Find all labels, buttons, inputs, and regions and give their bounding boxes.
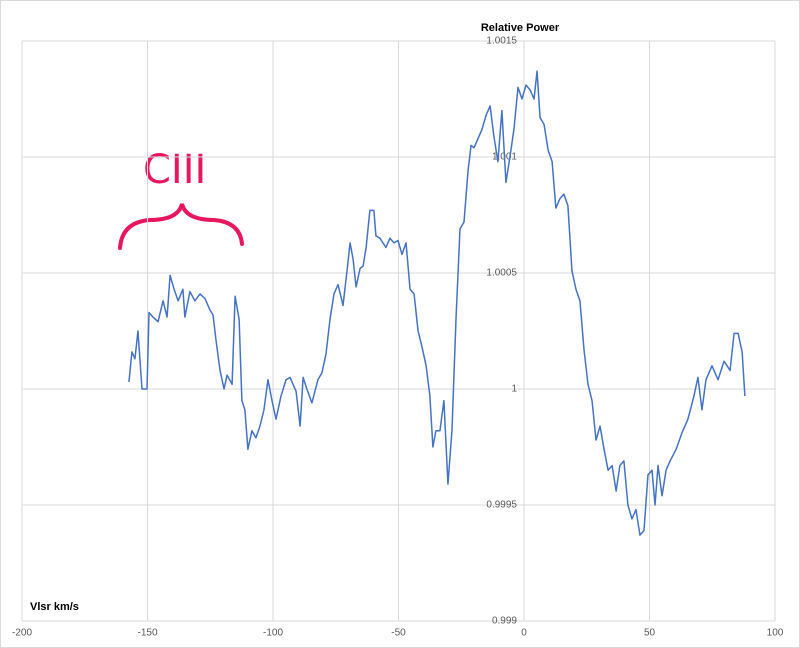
x-axis-label: Vlsr km/s xyxy=(30,601,79,613)
x-tick-label: -150 xyxy=(137,628,157,639)
chart-title: Relative Power xyxy=(481,22,560,34)
annotation: CIII xyxy=(143,147,206,193)
x-tick-label: 50 xyxy=(644,628,656,639)
data-line xyxy=(128,70,746,536)
x-tick-label: -100 xyxy=(263,628,283,639)
x-tick-label: 100 xyxy=(767,628,784,639)
x-tick-label: -50 xyxy=(391,628,406,639)
y-tick-label: 0.999 xyxy=(492,616,517,627)
y-tick-label: 1.0005 xyxy=(486,268,517,279)
y-tick-label: 1.0015 xyxy=(486,36,517,47)
x-tick-label: 0 xyxy=(521,628,527,639)
y-tick-label: 1 xyxy=(511,384,517,395)
annotation-brace xyxy=(118,203,244,250)
y-tick-label: 0.9995 xyxy=(486,500,517,511)
x-tick-label: -200 xyxy=(12,628,32,639)
